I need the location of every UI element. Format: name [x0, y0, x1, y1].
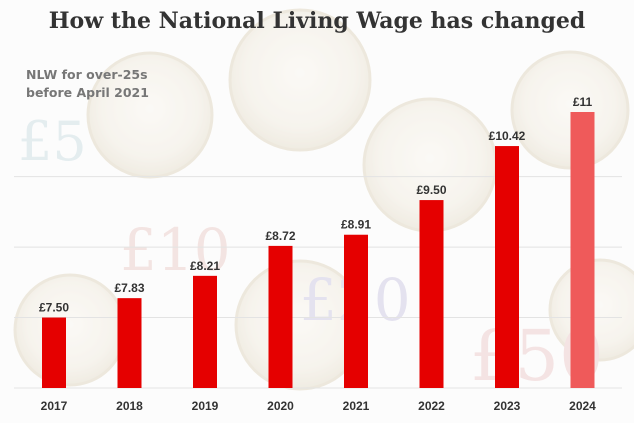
data-label-2018: £7.83 — [114, 281, 144, 295]
x-tick-label-2023: 2023 — [494, 399, 521, 413]
note-10-icon: £10 — [120, 216, 231, 284]
data-label-2022: £9.50 — [416, 183, 446, 197]
bar-2017 — [42, 317, 66, 388]
data-label-2023: £10.42 — [489, 129, 526, 143]
x-tick-label-2019: 2019 — [192, 399, 219, 413]
bar-2020 — [268, 245, 293, 388]
data-label-2019: £8.21 — [190, 259, 220, 273]
x-tick-label-2017: 2017 — [41, 399, 68, 413]
x-tick-label-2024: 2024 — [569, 399, 596, 413]
bar-2019 — [193, 275, 217, 388]
note-5-icon: £5 — [18, 110, 87, 173]
x-tick-label-2018: 2018 — [116, 399, 143, 413]
data-label-2017: £7.50 — [39, 301, 69, 315]
bar-2021 — [344, 234, 368, 388]
bar-2023 — [495, 146, 519, 388]
x-tick-label-2021: 2021 — [343, 399, 370, 413]
data-label-2021: £8.91 — [341, 218, 371, 232]
x-tick-label-2020: 2020 — [267, 399, 294, 413]
bar-2022 — [419, 200, 444, 388]
data-label-2020: £8.72 — [265, 229, 295, 243]
data-label-2024: £11 — [573, 95, 593, 109]
bar-2018 — [117, 298, 142, 388]
chart-title: How the National Living Wage has changed — [48, 8, 586, 34]
bar-2024 — [570, 112, 595, 388]
x-tick-label-2022: 2022 — [418, 399, 445, 413]
chart-subtitle: NLW for over-25s before April 2021 — [26, 67, 149, 100]
